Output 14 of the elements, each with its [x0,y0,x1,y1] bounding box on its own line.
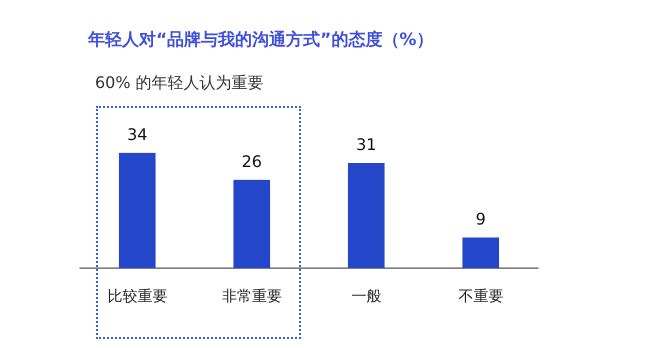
x-tick-label: 一般 [351,286,382,305]
bar [462,238,500,268]
chart-title: 年轻人对“品牌与我的沟通方式”的态度（%） [88,29,434,51]
chart-subtitle: 60% 的年轻人认为重要 [95,73,264,94]
data-label: 34 [127,124,148,144]
data-label: 26 [242,152,262,172]
x-tick-label: 不重要 [458,286,504,305]
data-label: 9 [476,210,486,229]
x-tick-label: 非常重要 [222,286,282,305]
data-label: 31 [356,135,376,154]
x-tick-label: 比较重要 [107,286,168,305]
bar [348,162,385,268]
bar [233,180,270,268]
bar [118,152,156,268]
